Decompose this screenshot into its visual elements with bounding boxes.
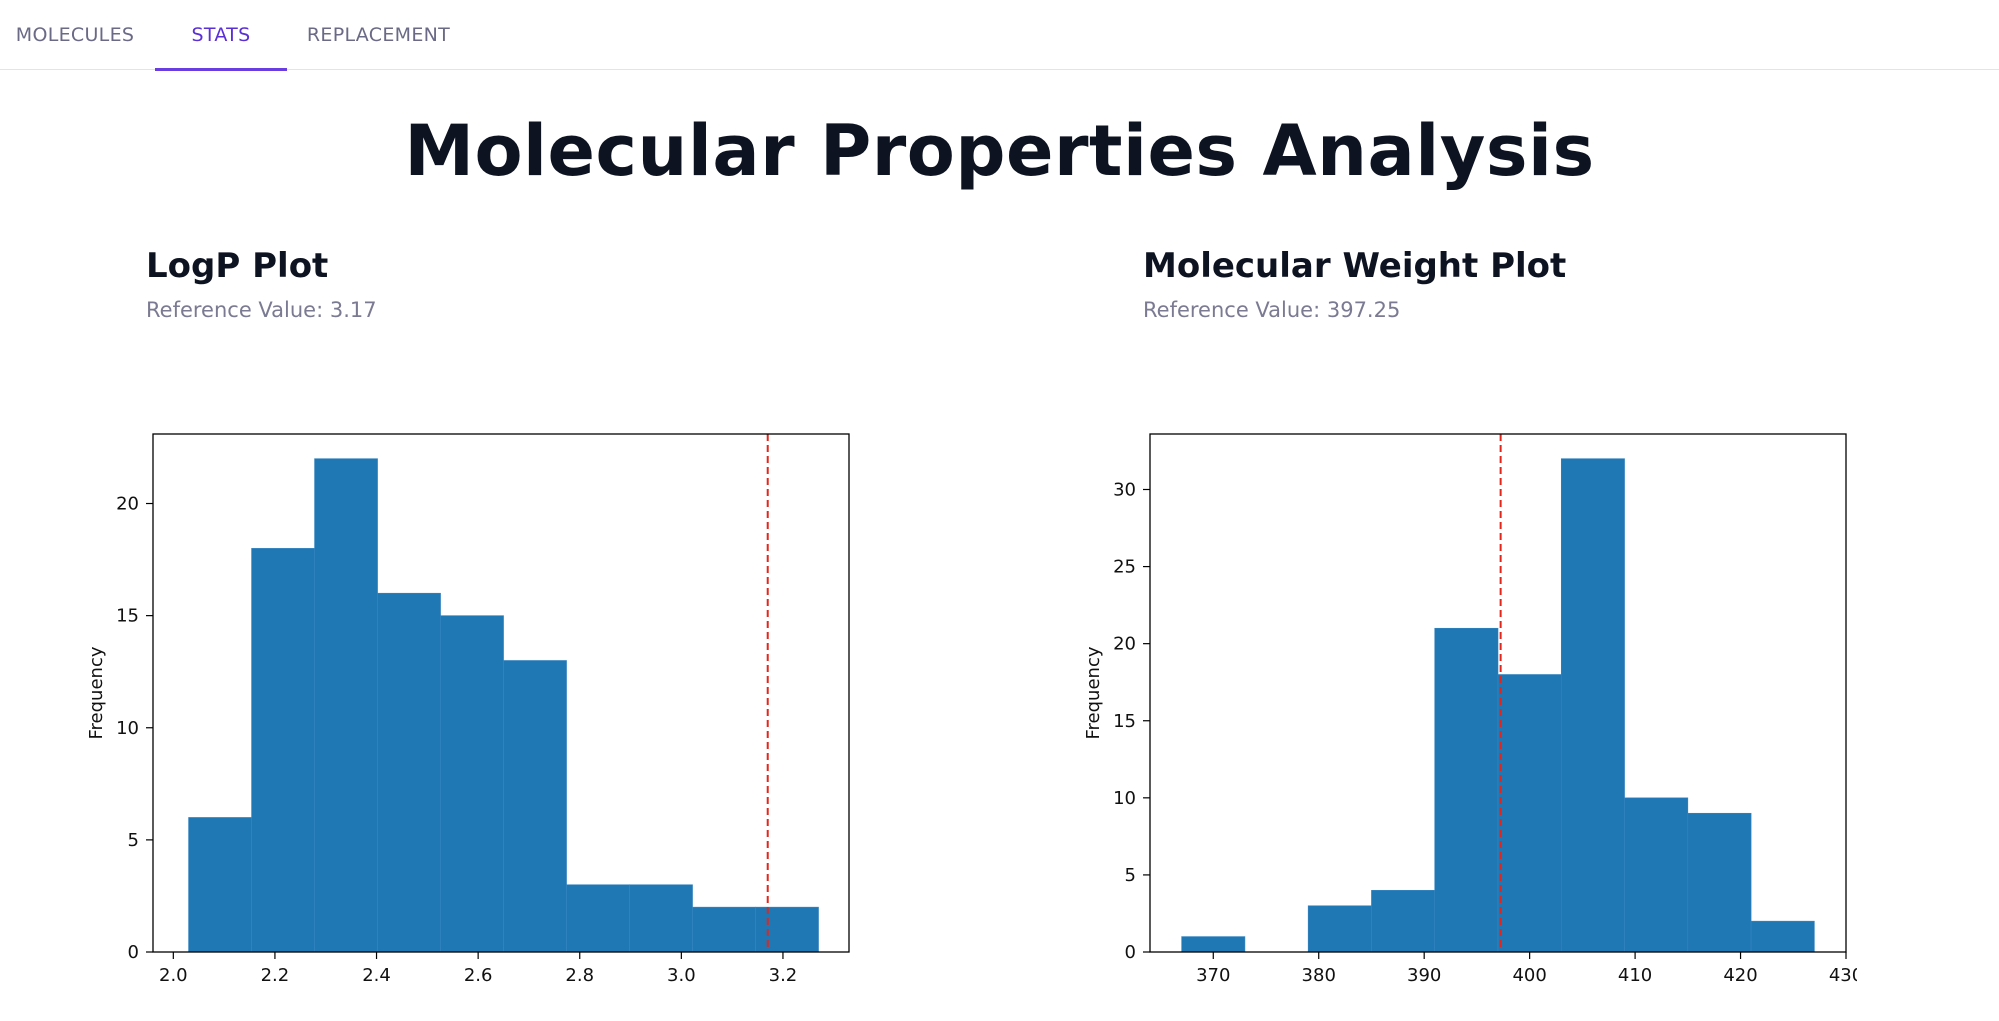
logp-reference-value: Reference Value: 3.17	[146, 298, 377, 322]
y-tick-label: 15	[116, 606, 139, 627]
histogram-bar	[251, 548, 315, 953]
histogram-bar	[1497, 674, 1562, 953]
y-tick-label: 0	[128, 942, 139, 963]
histogram-bar	[1750, 920, 1815, 953]
histogram-bar	[1687, 812, 1752, 953]
y-tick-label: 25	[1113, 557, 1136, 578]
histogram-bar	[314, 458, 378, 953]
tab-molecules[interactable]: MOLECULES	[0, 0, 150, 70]
tab-replacement-label: REPLACEMENT	[306, 24, 451, 46]
logp-plot-title: LogP Plot	[146, 246, 329, 286]
x-tick-label: 430	[1829, 965, 1857, 986]
y-tick-label: 20	[1113, 634, 1136, 655]
y-tick-label: 5	[128, 830, 139, 851]
histogram-bar	[503, 660, 567, 953]
histogram-bar	[1307, 905, 1372, 953]
histogram-bar	[566, 884, 630, 953]
histogram-bar	[692, 906, 756, 953]
plot-frame	[1149, 433, 1847, 953]
tab-stats-label: STATS	[191, 24, 251, 46]
x-tick-label: 410	[1618, 965, 1652, 986]
histogram-bar	[1371, 890, 1436, 953]
x-tick-label: 2.0	[159, 965, 188, 986]
x-tick-label: 2.8	[565, 965, 594, 986]
x-tick-label: 3.0	[667, 965, 696, 986]
histogram-bar	[1434, 627, 1499, 953]
tab-stats[interactable]: STATS	[155, 0, 287, 71]
x-tick-label: 2.6	[464, 965, 493, 986]
x-tick-label: 2.4	[362, 965, 391, 986]
y-tick-label: 0	[1125, 942, 1136, 963]
logp-plot-header: LogP Plot Reference Value: 3.17	[146, 246, 377, 322]
mw-plot-title: Molecular Weight Plot	[1143, 246, 1567, 286]
mw-plot-header: Molecular Weight Plot Reference Value: 3…	[1143, 246, 1566, 322]
y-tick-label: 30	[1113, 480, 1136, 501]
histogram-bar	[440, 615, 504, 953]
x-tick-label: 2.2	[261, 965, 290, 986]
x-tick-label: 400	[1512, 965, 1546, 986]
histogram-bar	[377, 592, 441, 953]
histogram-bar	[188, 817, 252, 953]
y-tick-label: 5	[1125, 865, 1136, 886]
x-tick-label: 370	[1196, 965, 1230, 986]
plot-frame	[152, 433, 850, 953]
y-axis-label: Frequency	[1083, 646, 1104, 739]
histogram-bar	[629, 884, 693, 953]
tab-bar: MOLECULES STATS REPLACEMENT	[0, 0, 1999, 71]
y-tick-label: 10	[116, 718, 139, 739]
y-axis-label: Frequency	[86, 646, 107, 739]
x-tick-label: 420	[1723, 965, 1757, 986]
page-title: Molecular Properties Analysis	[404, 110, 1595, 192]
x-tick-label: 390	[1407, 965, 1441, 986]
molecular-weight-histogram: 370 380 390 400 410 420 430 0 5 10 15 20 25 30 Frequen…	[1083, 433, 1857, 986]
histogram-bar	[1181, 936, 1246, 953]
tab-replacement[interactable]: REPLACEMENT	[300, 0, 457, 70]
histogram-bar	[1560, 458, 1625, 953]
x-tick-label: 380	[1302, 965, 1336, 986]
y-tick-label: 10	[1113, 788, 1136, 809]
y-tick-label: 15	[1113, 711, 1136, 732]
histogram-bar	[1624, 797, 1689, 953]
y-tick-label: 20	[116, 494, 139, 515]
tab-molecules-label: MOLECULES	[15, 24, 135, 46]
active-tab-indicator	[155, 68, 287, 71]
logp-histogram: 2.0 2.2 2.4 2.6 2.8 3.0 3.2 0 5 10 15 20 Frequency	[86, 433, 850, 986]
mw-reference-value: Reference Value: 397.25	[1143, 298, 1401, 322]
histogram-bar	[755, 906, 819, 953]
x-tick-label: 3.2	[769, 965, 798, 986]
